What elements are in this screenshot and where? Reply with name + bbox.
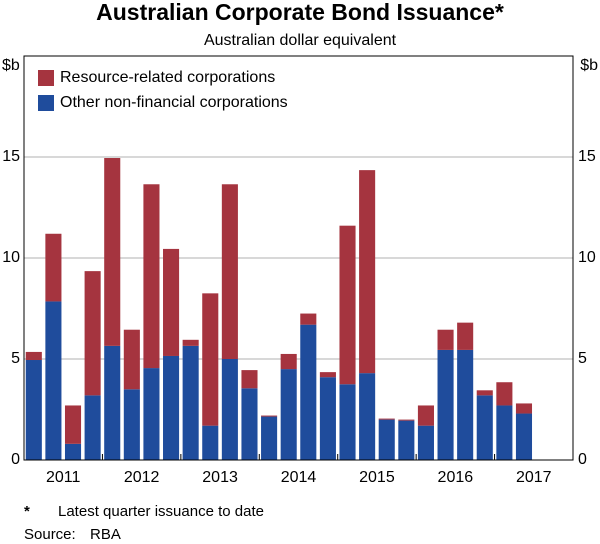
bar-segment (25, 351, 42, 361)
plot-frame (23, 55, 574, 461)
bar-segment (437, 349, 454, 460)
bar-segment (496, 382, 513, 406)
bar-segment (476, 395, 493, 460)
bar-segment (261, 416, 278, 460)
bar-segment (300, 313, 317, 325)
bar-segment (104, 345, 121, 460)
legend-label: Other non-financial corporations (60, 94, 288, 111)
y-tick-label: 5 (11, 350, 20, 367)
bar-segment (241, 388, 258, 460)
bar-segment (104, 158, 121, 346)
bar-segment (64, 405, 82, 444)
bar-segment (25, 360, 42, 460)
bar-segment (398, 420, 415, 460)
bar-segment (143, 184, 160, 369)
y-tick-label: 0 (11, 451, 20, 468)
bar-segment (457, 349, 474, 460)
bar-segment (45, 301, 62, 460)
bar-segment (221, 359, 238, 460)
bar-segment (182, 345, 199, 460)
bar-segment (359, 373, 376, 460)
bar-segment (182, 339, 199, 346)
source-label: Source: (24, 526, 76, 543)
bar-segment (457, 322, 474, 350)
legend-swatch (38, 70, 54, 86)
bar-segment (437, 329, 454, 350)
bar-segment (202, 293, 219, 426)
x-tick-label: 2016 (438, 469, 474, 486)
source: RBA (90, 526, 121, 543)
footnote: Latest quarter issuance to date (58, 503, 264, 520)
y-tick-label: 10 (2, 249, 20, 266)
bar-segment (339, 384, 356, 460)
bar-segment (378, 419, 395, 460)
bar-segment (398, 419, 415, 421)
bar-segment (241, 370, 258, 389)
bar-segment (378, 418, 395, 420)
bar-segment (319, 372, 336, 378)
bar-segment (123, 329, 140, 390)
bar-segment (45, 233, 62, 302)
y2-tick-label: 0 (578, 451, 587, 468)
y2-tick-label: 15 (578, 148, 596, 165)
bar-segment (64, 443, 82, 460)
bar-segment (417, 405, 434, 426)
bar-segment (202, 425, 219, 460)
x-tick-label: 2015 (359, 469, 395, 486)
bar-segment (221, 184, 238, 359)
bar-segment (515, 413, 533, 460)
y2-tick-label: 5 (578, 350, 587, 367)
chart-title: Australian Corporate Bond Issuance* (96, 0, 504, 25)
bar-segment (280, 353, 297, 370)
bar-segment (476, 390, 493, 396)
bar-segment (163, 355, 180, 460)
bar-segment (143, 368, 160, 460)
bar-segment (417, 425, 434, 460)
x-tick-label: 2014 (281, 469, 317, 486)
bar-segment (261, 415, 278, 417)
y2-axis-label: $b (580, 57, 598, 74)
x-tick-label: 2017 (516, 469, 552, 486)
y2-tick-label: 10 (578, 249, 596, 266)
bar-segment (359, 170, 376, 374)
x-tick-label: 2013 (202, 469, 238, 486)
footnote-marker: * (24, 503, 30, 520)
bar-segment (163, 248, 180, 356)
legend-label: Resource-related corporations (60, 69, 275, 86)
x-tick-label: 2011 (46, 469, 81, 486)
bar-segment (84, 395, 101, 460)
y-axis-label: $b (2, 57, 20, 74)
bar-segment (84, 271, 101, 396)
y-tick-label: 15 (2, 148, 20, 165)
legend-swatch (38, 95, 54, 111)
bar-segment (515, 403, 533, 414)
bar-segment (496, 405, 513, 460)
bar-segment (319, 377, 336, 460)
x-tick-label: 2012 (124, 469, 160, 486)
chart-subtitle: Australian dollar equivalent (204, 32, 397, 49)
bar-segment (123, 389, 140, 460)
bar-segment (280, 369, 297, 460)
bar-segment (300, 324, 317, 460)
bar-segment (339, 225, 356, 385)
